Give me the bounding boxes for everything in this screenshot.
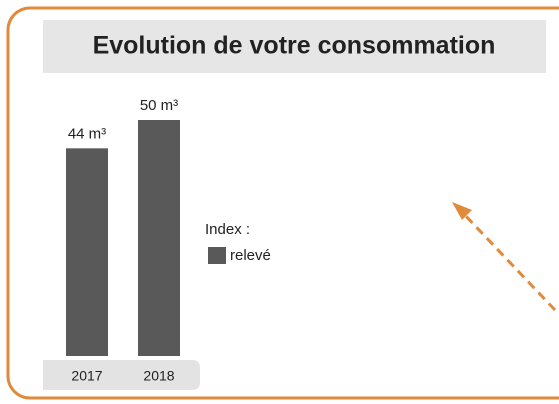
chart-title: Evolution de votre consommation [93, 32, 496, 60]
legend-label: relevé [230, 247, 271, 264]
bar [138, 120, 180, 356]
x-tick-label: 2018 [143, 368, 174, 384]
value-label: 50 m³ [140, 97, 178, 114]
arrow-line [460, 210, 557, 312]
arrow-head [452, 202, 472, 220]
bar [66, 148, 108, 356]
legend-swatch [208, 247, 226, 264]
category-band [43, 360, 200, 390]
value-label: 44 m³ [68, 125, 106, 142]
legend-title: Index : [205, 221, 250, 238]
title-box [43, 20, 546, 73]
x-tick-label: 2017 [71, 368, 102, 384]
